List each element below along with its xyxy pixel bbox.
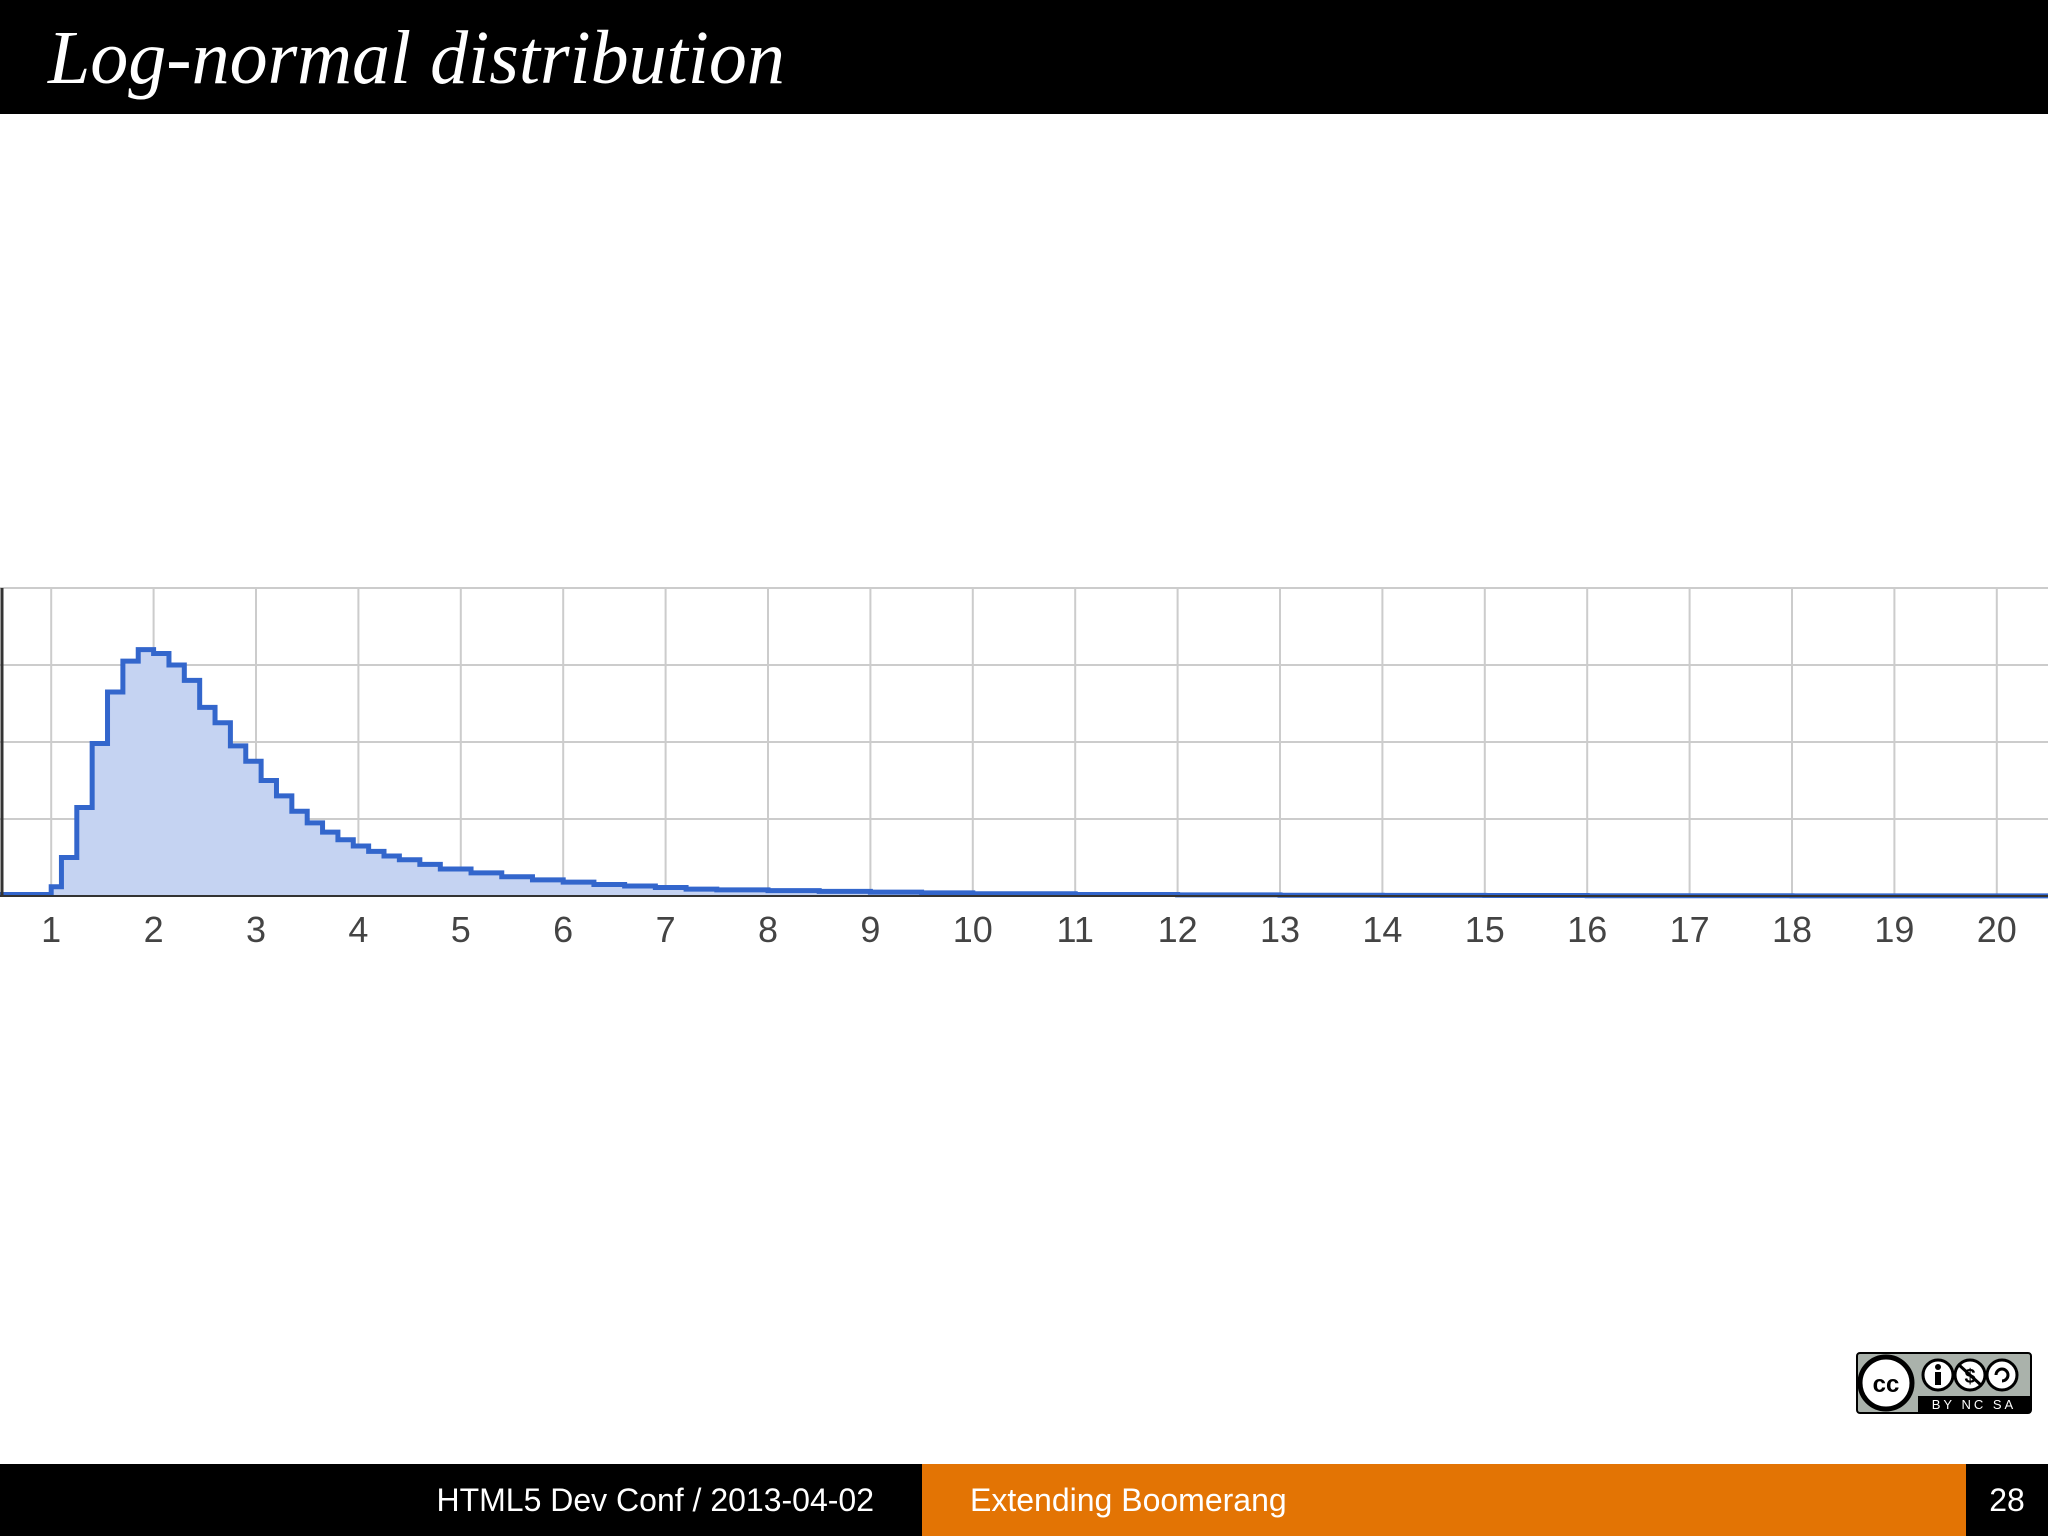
chart-series	[0, 647, 2048, 899]
x-tick-label: 14	[1362, 909, 1402, 950]
x-tick-label: 1	[41, 909, 61, 950]
x-tick-label: 20	[1977, 909, 2017, 950]
slide-title: Log-normal distribution	[48, 16, 785, 100]
x-tick-label: 6	[553, 909, 573, 950]
x-tick-label: 19	[1874, 909, 1914, 950]
x-tick-label: 3	[246, 909, 266, 950]
x-tick-label: 5	[451, 909, 471, 950]
lognormal-chart: 1 2 3 4 5 6 7 8 9 10 11 12 13 14 15 16 17 18 19 20	[0, 587, 2048, 950]
title-bar: Log-normal distribution	[0, 0, 2048, 114]
footer-talk-title: Extending Boomerang	[922, 1464, 1966, 1536]
cc-by-nc-sa-icon: cc $ BY NC SA	[1856, 1352, 2032, 1414]
chart-grid	[0, 587, 2048, 897]
x-tick-label: 7	[656, 909, 676, 950]
x-tick-label: 8	[758, 909, 778, 950]
x-tick-labels: 1 2 3 4 5 6 7 8 9 10 11 12 13 14 15 16 17 18 19 20	[41, 909, 2017, 950]
x-tick-label: 11	[1057, 909, 1094, 950]
page-number: 28	[1966, 1464, 2048, 1536]
series-area-fill	[0, 649, 2048, 896]
chart-axes	[0, 588, 2048, 897]
chart-container: 1 2 3 4 5 6 7 8 9 10 11 12 13 14 15 16 17 18 19 20	[0, 560, 2048, 960]
svg-text:cc: cc	[1873, 1371, 1900, 1398]
footer-event: HTML5 Dev Conf / 2013-04-02	[0, 1464, 922, 1536]
x-tick-label: 2	[144, 909, 164, 950]
x-tick-label: 15	[1465, 909, 1505, 950]
x-tick-label: 12	[1158, 909, 1198, 950]
x-tick-label: 13	[1260, 909, 1300, 950]
series-line	[0, 647, 2048, 899]
footer: HTML5 Dev Conf / 2013-04-02 Extending Bo…	[0, 1464, 2048, 1536]
x-tick-label: 16	[1567, 909, 1607, 950]
x-tick-label: 17	[1670, 909, 1710, 950]
x-tick-label: 18	[1772, 909, 1812, 950]
license-text: BY NC SA	[1932, 1397, 2016, 1412]
x-tick-label: 9	[860, 909, 880, 950]
x-tick-label: 10	[953, 909, 993, 950]
x-tick-label: 4	[348, 909, 368, 950]
